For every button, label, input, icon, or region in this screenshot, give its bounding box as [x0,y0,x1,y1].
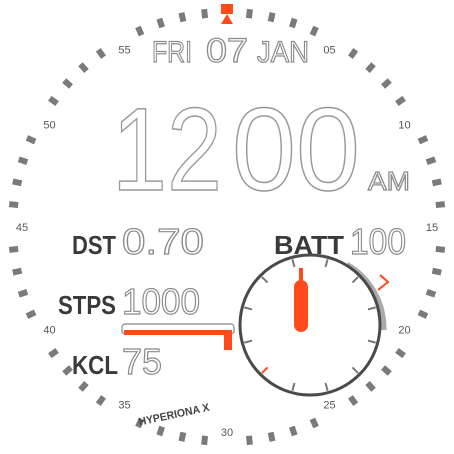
minute-tick [267,431,276,442]
minute-tick [417,135,429,145]
minute-tick [8,201,19,209]
minute-tick [395,95,406,106]
period: AM [368,166,410,196]
stat-label: DST [72,230,116,260]
minute-tick [425,156,437,165]
minute-tick [435,245,446,253]
minute-tick [245,435,253,446]
minute-tick [417,309,429,319]
sub-dial-tick [351,276,359,284]
stat-value: 0.70 [122,221,204,262]
sub-dial-hand-tip [299,268,303,282]
sub-dial-tick [261,366,269,374]
minute-tick [8,245,19,253]
minute-tick [365,381,376,392]
hours: 12 [112,84,222,216]
minute-tick [156,425,165,437]
sub-dial-tick [324,382,329,391]
minute-tick [289,17,298,29]
stat-value: 100 [350,221,406,262]
minute-tick [62,365,73,376]
sub-dial-tick [324,259,329,268]
minute-tick [17,156,29,165]
month: JAN [257,36,309,69]
minute-tick [309,25,319,37]
dial-label: 30 [221,427,233,439]
minute-tick [78,381,89,392]
minute-tick [48,95,59,106]
progress-end [224,330,232,350]
minute-tick [25,309,37,319]
sub-dial-face [238,253,382,397]
sub-dial-tick [261,276,269,284]
sub-dial-hand [294,280,308,332]
sub-dial-tick [291,259,296,268]
minute-tick [135,25,145,37]
minute-tick [25,135,37,145]
minute-tick [431,267,442,276]
minute-ring: 05 10 15 20 25 30 35 40 45 50 55 [8,8,446,446]
sub-dial-tick [351,366,359,374]
dial-label: 45 [16,222,28,234]
minute-tick [12,178,23,187]
dial-label: 40 [43,325,55,337]
minute-tick [201,435,209,446]
minute-tick [48,348,59,359]
stat-value: 75 [122,341,162,382]
minute-tick [178,12,187,23]
weekday: FRI [152,36,192,69]
sub-dial [238,253,390,397]
dial-label: 15 [426,222,438,234]
minute-tick [431,178,442,187]
minute-tick [267,12,276,23]
dial-label: 25 [323,400,335,412]
minute-tick [17,289,29,298]
sub-dial-tick [291,382,296,391]
minute-tick [435,201,446,209]
minute-tick [348,395,359,406]
minute-tick [425,289,437,298]
sub-dial-tick [367,306,376,311]
top-marker-arrow [221,14,233,24]
minute-tick [135,417,145,429]
sub-dial-mark [377,274,390,291]
minute-tick [395,348,406,359]
dial-label: 50 [43,120,55,132]
dial-label: 10 [398,120,410,132]
minute-tick [95,395,106,406]
minutes: 00 [232,84,360,216]
minute-tick [62,78,73,89]
sub-dial-tick [244,339,253,344]
minute-tick [348,48,359,59]
minute-tick [289,425,298,437]
sub-dial-tick [244,306,253,311]
minute-tick [12,267,23,276]
stat-label: KCL [72,350,118,380]
minute-tick [201,8,209,19]
top-marker [221,4,233,14]
minute-tick [365,62,376,73]
minute-tick [381,365,392,376]
dial-label: 20 [398,325,410,337]
dial-label: 55 [118,44,130,56]
dial-label: 35 [118,400,130,412]
sub-dial-tick [367,339,376,344]
minute-tick [245,8,253,19]
day: 07 [206,32,248,70]
minute-tick [381,78,392,89]
dial-label: 05 [323,44,335,56]
minute-tick [178,431,187,442]
minute-tick [309,417,319,429]
minute-tick [156,17,165,29]
stat-label: STPS [58,290,116,320]
progress-bar [124,330,228,335]
minute-tick [78,62,89,73]
minute-tick [95,48,106,59]
stat-value: 1000 [122,281,200,322]
